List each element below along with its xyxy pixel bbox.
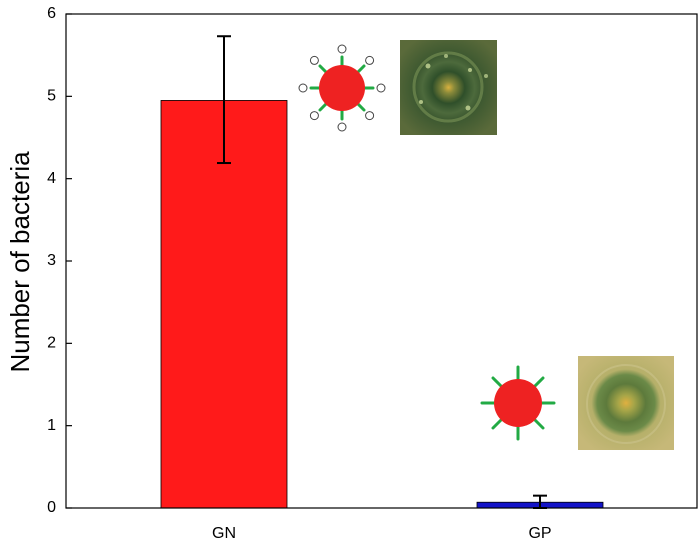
gram-positive-bacterium-icon (480, 365, 556, 441)
bars (160, 35, 604, 509)
y-tick-label: 6 (47, 5, 56, 22)
x-tick-label: GP (528, 525, 551, 542)
gn-microscope-image (400, 40, 497, 135)
x-axis-ticks: GN GP (212, 525, 552, 542)
y-tick-label: 5 (47, 88, 56, 105)
y-tick-label: 3 (47, 252, 56, 269)
y-tick-label: 0 (47, 499, 56, 516)
gp-microscope-image (578, 356, 674, 450)
y-axis-ticks: 0 1 2 3 4 5 6 (47, 5, 72, 516)
y-axis-title: Number of bacteria (5, 151, 35, 373)
error-bar-gn (217, 35, 231, 165)
y-tick-label: 4 (47, 170, 56, 187)
y-tick-label: 1 (47, 417, 56, 434)
x-tick-label: GN (212, 525, 236, 542)
gram-negative-bacterium-icon (298, 44, 386, 132)
y-tick-label: 2 (47, 335, 56, 352)
plot-frame (65, 13, 698, 509)
